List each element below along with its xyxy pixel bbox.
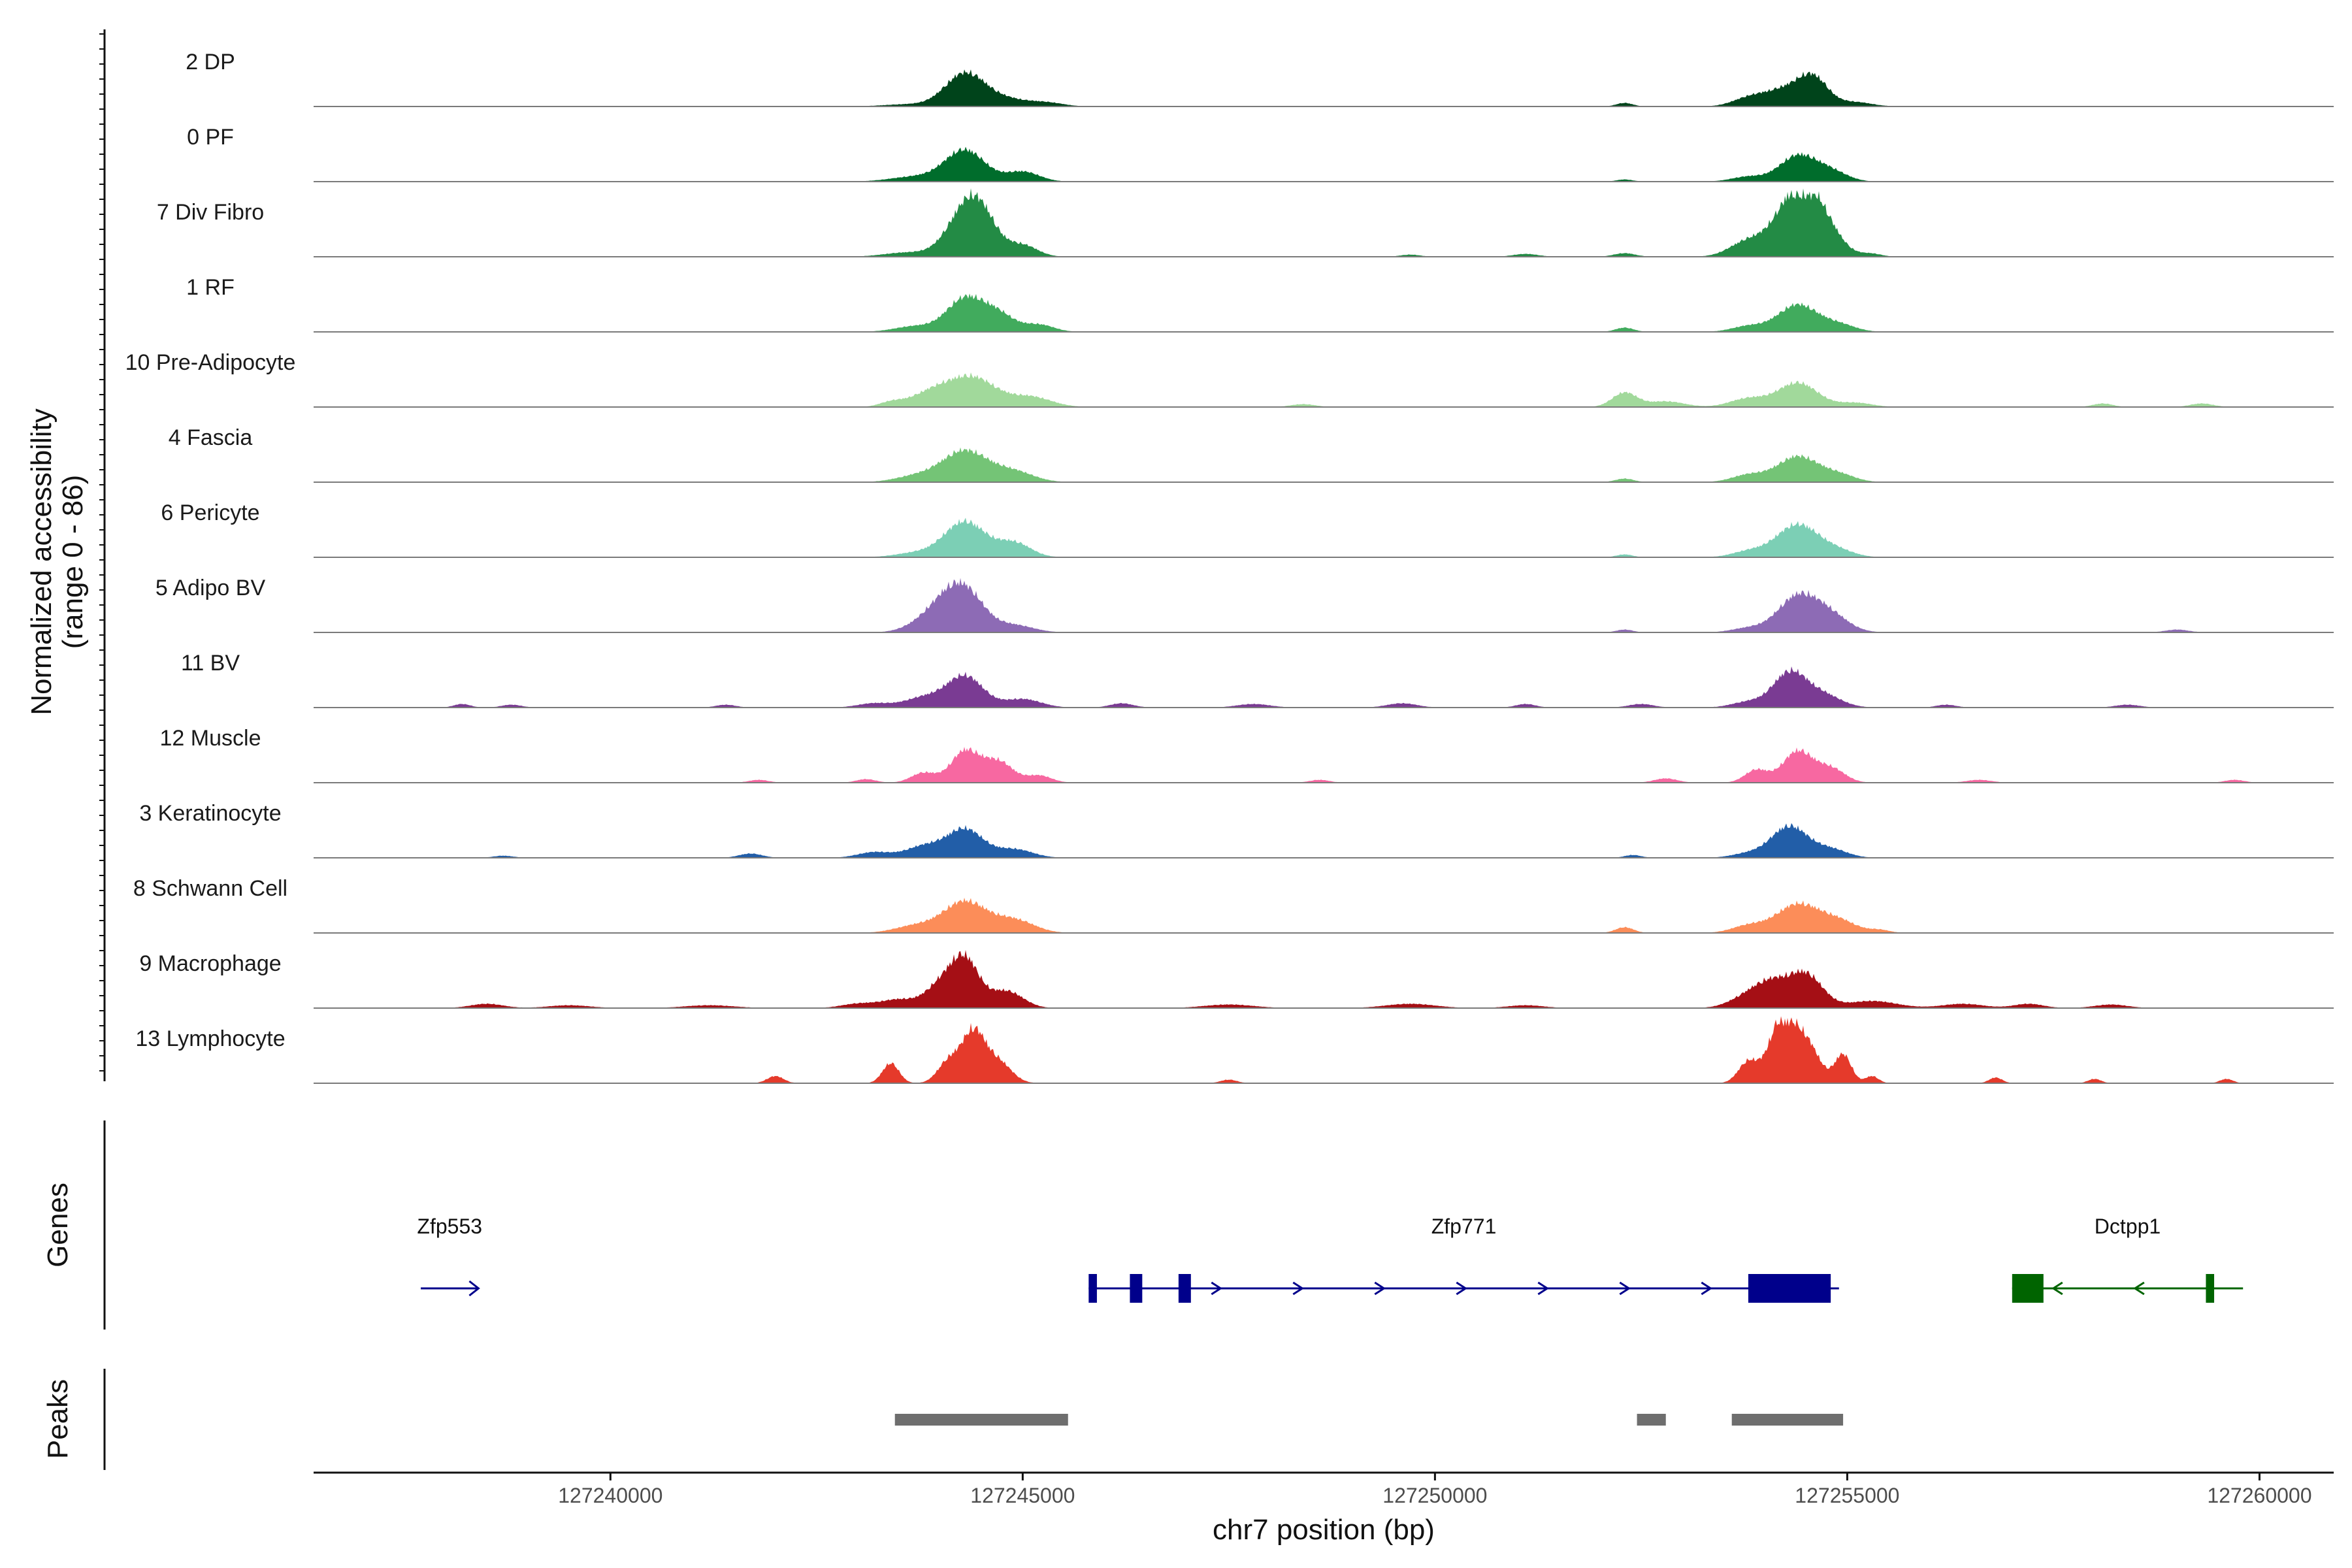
coverage-tracks: 2 DP 0 PF 7 Div Fibro 1 RF 10 Pre-Adipocyte 4… <box>125 50 2334 1084</box>
strand-chevron <box>2133 1281 2145 1296</box>
track-label: 1 RF <box>186 275 235 300</box>
coverage-area-3-keratinocyte <box>314 823 2334 858</box>
exon <box>1178 1274 1191 1303</box>
exon <box>1088 1274 1097 1303</box>
y-axis-range: (range 0 - 86) <box>57 475 89 649</box>
gene-dctpp1: Dctpp1 <box>2012 1215 2244 1303</box>
gene-zfp553: Zfp553 <box>417 1215 482 1297</box>
track-0-pf: 0 PF <box>187 125 2334 182</box>
exon <box>2206 1274 2215 1303</box>
coverage-area-5-adipo-bv <box>314 578 2334 632</box>
coverage-area-6-pericyte <box>314 517 2334 557</box>
track-label: 0 PF <box>187 125 234 150</box>
peaks-track: Peaks <box>42 1369 1844 1470</box>
track-label: 9 Macrophage <box>139 951 281 976</box>
track-11-bv: 11 BV <box>181 651 2334 708</box>
coverage-area-9-macrophage <box>314 950 2334 1008</box>
coverage-area-13-lymphocyte <box>314 1016 2334 1083</box>
track-label: 12 Muscle <box>160 726 261 751</box>
gene-label: Zfp771 <box>1431 1215 1497 1238</box>
track-3-keratinocyte: 3 Keratinocyte <box>139 801 2334 858</box>
track-1-rf: 1 RF <box>186 275 2334 333</box>
track-7-div-fibro: 7 Div Fibro <box>157 188 2334 257</box>
strand-chevron <box>1619 1281 1631 1296</box>
coverage-area-12-muscle <box>314 747 2334 783</box>
coverage-area-2-dp <box>314 69 2334 106</box>
coverage-y-axis <box>99 29 106 1081</box>
track-10-pre-adipocyte: 10 Pre-Adipocyte <box>125 350 2334 408</box>
gene-label: Dctpp1 <box>2095 1215 2161 1238</box>
x-axis: 127240000 127245000 127250000 127255000 1272… <box>314 1471 2334 1507</box>
track-label: 8 Schwann Cell <box>133 876 287 901</box>
y-axis-title: Normalized accessibility <box>25 408 57 715</box>
coverage-area-1-rf <box>314 293 2334 332</box>
coverage-area-11-bv <box>314 666 2334 708</box>
track-label: 10 Pre-Adipocyte <box>125 350 296 375</box>
genes-track-label: Genes <box>42 1183 74 1267</box>
track-2-dp: 2 DP <box>186 50 2334 107</box>
strand-chevron <box>1456 1281 1468 1296</box>
track-6-pericyte: 6 Pericyte <box>161 500 2334 558</box>
x-tick-label: 127255000 <box>1795 1484 1899 1507</box>
coverage-area-10-pre-adipocyte <box>314 372 2334 407</box>
track-12-muscle: 12 Muscle <box>160 726 2334 783</box>
strand-chevron <box>2051 1281 2063 1296</box>
peak-region <box>1637 1414 1666 1426</box>
strand-chevron <box>1374 1281 1386 1296</box>
strand-chevron <box>1701 1281 1713 1296</box>
track-label: 4 Fascia <box>169 425 253 450</box>
genes-track: Genes Zfp553 Zfp771 Dctpp1 <box>42 1120 2244 1330</box>
track-5-adipo-bv: 5 Adipo BV <box>155 576 2334 633</box>
track-label: 2 DP <box>186 50 235 74</box>
peak-region <box>1731 1414 1844 1426</box>
strand-chevron <box>1537 1281 1550 1296</box>
strand-chevron <box>1292 1281 1305 1296</box>
exon <box>1748 1274 1831 1303</box>
track-label: 7 Div Fibro <box>157 200 264 225</box>
x-axis-title: chr7 position (bp) <box>1213 1514 1435 1546</box>
exon <box>2012 1274 2044 1303</box>
gene-zfp771: Zfp771 <box>1088 1215 1839 1303</box>
x-tick-label: 127240000 <box>558 1484 662 1507</box>
coverage-area-4-fascia <box>314 447 2334 482</box>
strand-chevron <box>1211 1281 1223 1296</box>
track-label: 11 BV <box>181 651 240 676</box>
track-4-fascia: 4 Fascia <box>169 425 2334 483</box>
track-13-lymphocyte: 13 Lymphocyte <box>135 1016 2334 1084</box>
x-tick-label: 127250000 <box>1382 1484 1487 1507</box>
x-tick-label: 127245000 <box>970 1484 1075 1507</box>
x-tick-label: 127260000 <box>2207 1484 2311 1507</box>
peaks-track-label: Peaks <box>42 1379 74 1459</box>
track-label: 13 Lymphocyte <box>135 1026 285 1051</box>
track-9-macrophage: 9 Macrophage <box>139 950 2334 1009</box>
exon <box>1130 1274 1143 1303</box>
peak-region <box>894 1414 1068 1426</box>
coverage-area-7-div-fibro <box>314 188 2334 257</box>
coverage-area-8-schwann-cell <box>314 898 2334 933</box>
coverage-area-0-pf <box>314 146 2334 182</box>
gene-label: Zfp553 <box>417 1215 482 1238</box>
strand-arrow <box>468 1280 480 1297</box>
track-label: 5 Adipo BV <box>155 576 266 600</box>
track-label: 3 Keratinocyte <box>139 801 281 826</box>
track-8-schwann-cell: 8 Schwann Cell <box>133 876 2334 934</box>
track-label: 6 Pericyte <box>161 500 259 525</box>
